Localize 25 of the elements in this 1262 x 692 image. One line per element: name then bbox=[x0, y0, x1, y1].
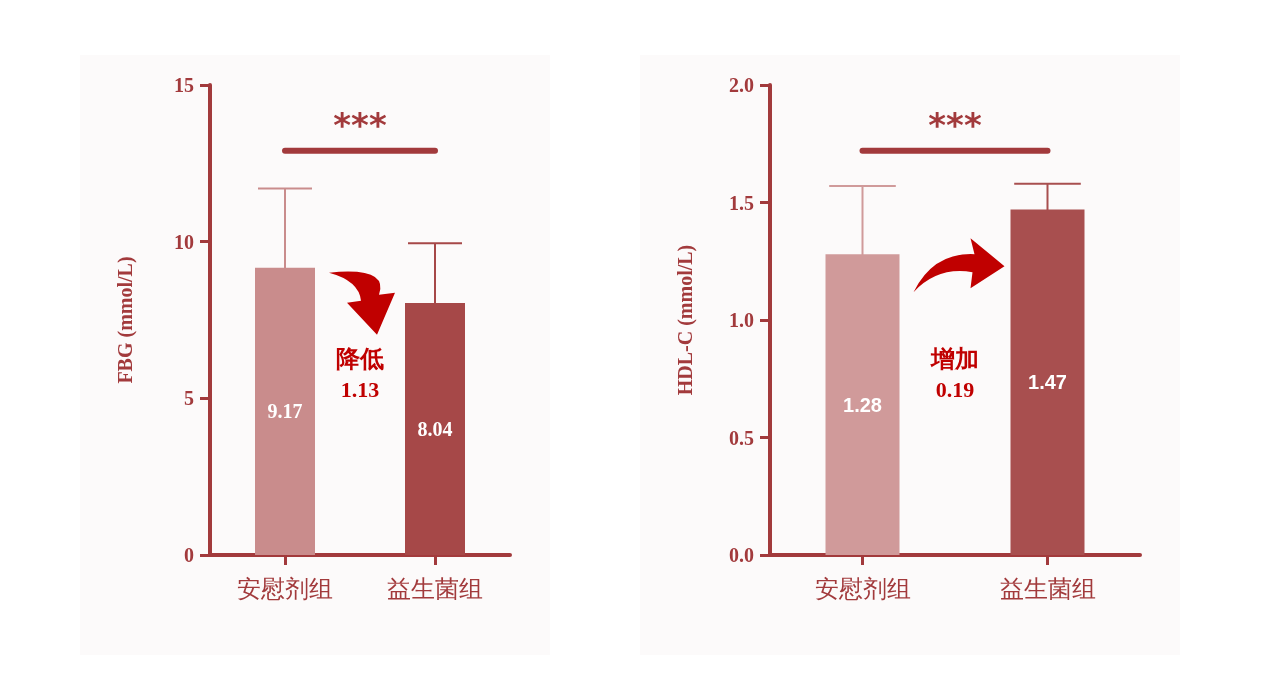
y-tick-label: 0.0 bbox=[729, 544, 754, 566]
y-tick-label: 15 bbox=[174, 74, 194, 96]
annotation: 1.13 bbox=[340, 377, 380, 402]
y-tick-label: 0.5 bbox=[729, 426, 754, 449]
y-tick-label: 1.5 bbox=[729, 191, 754, 214]
y-tick-label: 10 bbox=[174, 230, 194, 253]
data-label: 1.28 bbox=[843, 393, 882, 416]
x-tick-label: 益生菌组 bbox=[387, 576, 483, 602]
x-tick-label: 安慰剂组 bbox=[814, 576, 911, 602]
data-label: 9.17 bbox=[267, 400, 303, 423]
y-axis-title: HDL-C (mmol/L) bbox=[674, 244, 697, 396]
x-tick-label: 益生菌组 bbox=[999, 576, 1096, 602]
data-label: 8.04 bbox=[417, 418, 453, 441]
annotation: 0.19 bbox=[935, 377, 975, 402]
data-label: 1.47 bbox=[1028, 371, 1067, 394]
y-tick-label: 1.0 bbox=[729, 309, 754, 331]
y-tick-label: 0 bbox=[184, 544, 194, 566]
annotation: 降低 bbox=[336, 345, 384, 372]
x-tick-label: 安慰剂组 bbox=[237, 576, 333, 602]
annotation: *** bbox=[333, 104, 387, 145]
y-tick-label: 5 bbox=[184, 387, 194, 410]
y-tick-label: 2.0 bbox=[729, 74, 754, 96]
annotation: 增加 bbox=[930, 345, 979, 372]
annotation: *** bbox=[928, 104, 982, 145]
y-axis-title: FBG (mmol/L) bbox=[114, 256, 137, 384]
